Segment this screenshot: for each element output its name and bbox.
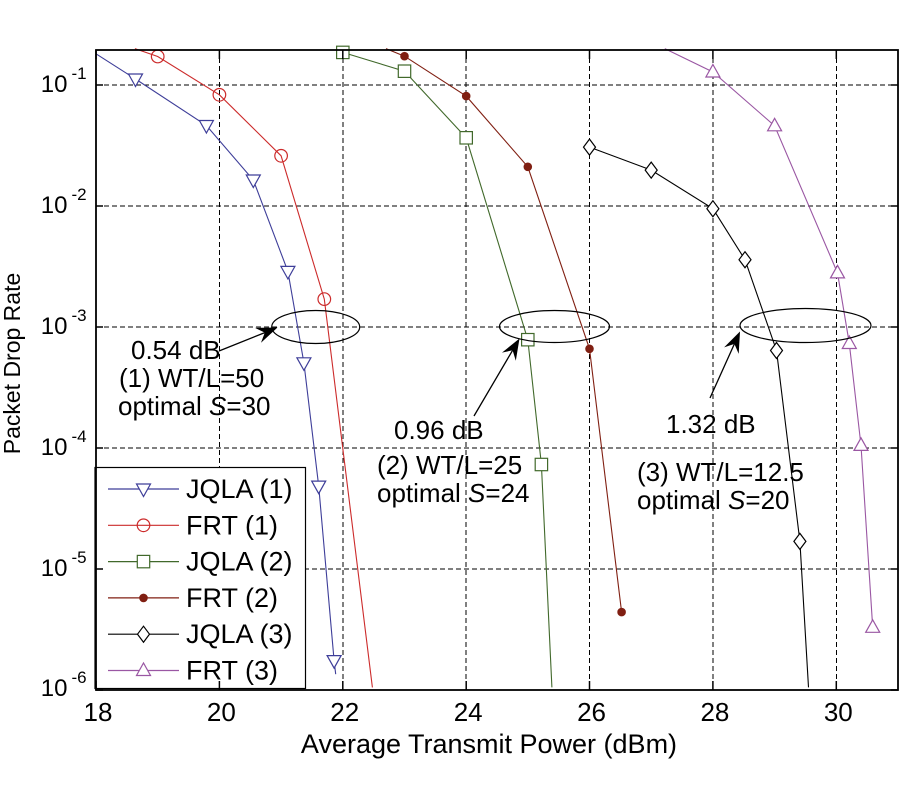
svg-text:10: 10: [41, 192, 68, 219]
svg-text:JQLA (1): JQLA (1): [186, 474, 293, 504]
svg-text:10: 10: [41, 555, 68, 582]
svg-text:Packet Drop Rate: Packet Drop Rate: [0, 273, 25, 455]
svg-text:optimal S=30: optimal S=30: [118, 391, 271, 421]
svg-text:0.96 dB: 0.96 dB: [394, 415, 484, 445]
svg-text:optimal S=20: optimal S=20: [637, 485, 790, 515]
svg-text:-4: -4: [72, 427, 87, 446]
svg-text:-1: -1: [72, 64, 87, 83]
svg-text:JQLA (3): JQLA (3): [186, 619, 293, 649]
svg-text:(3) WT/L=12.5: (3) WT/L=12.5: [637, 457, 804, 487]
svg-text:10: 10: [41, 675, 68, 702]
svg-text:24: 24: [454, 697, 483, 727]
svg-text:10: 10: [41, 313, 68, 340]
svg-text:FRT (1): FRT (1): [186, 510, 278, 540]
svg-text:FRT (2): FRT (2): [186, 583, 278, 613]
svg-text:28: 28: [700, 697, 729, 727]
svg-text:1.32 dB: 1.32 dB: [666, 409, 756, 439]
svg-text:-6: -6: [72, 668, 87, 687]
svg-text:-3: -3: [72, 306, 87, 325]
svg-text:30: 30: [824, 697, 853, 727]
svg-text:(1) WT/L=50: (1) WT/L=50: [119, 363, 264, 393]
svg-text:optimal S=24: optimal S=24: [377, 478, 530, 508]
svg-text:FRT (3): FRT (3): [186, 656, 278, 686]
svg-text:-2: -2: [72, 185, 87, 204]
svg-text:Average Transmit Power (dBm): Average Transmit Power (dBm): [301, 729, 677, 759]
svg-text:26: 26: [577, 697, 606, 727]
svg-text:(2) WT/L=25: (2) WT/L=25: [377, 450, 522, 480]
svg-text:22: 22: [330, 697, 359, 727]
svg-text:18: 18: [84, 697, 113, 727]
svg-text:-5: -5: [72, 548, 87, 567]
svg-text:20: 20: [207, 697, 236, 727]
svg-text:10: 10: [41, 434, 68, 461]
svg-text:JQLA (2): JQLA (2): [186, 547, 293, 577]
svg-text:10: 10: [41, 71, 68, 98]
svg-text:0.54 dB: 0.54 dB: [131, 335, 221, 365]
